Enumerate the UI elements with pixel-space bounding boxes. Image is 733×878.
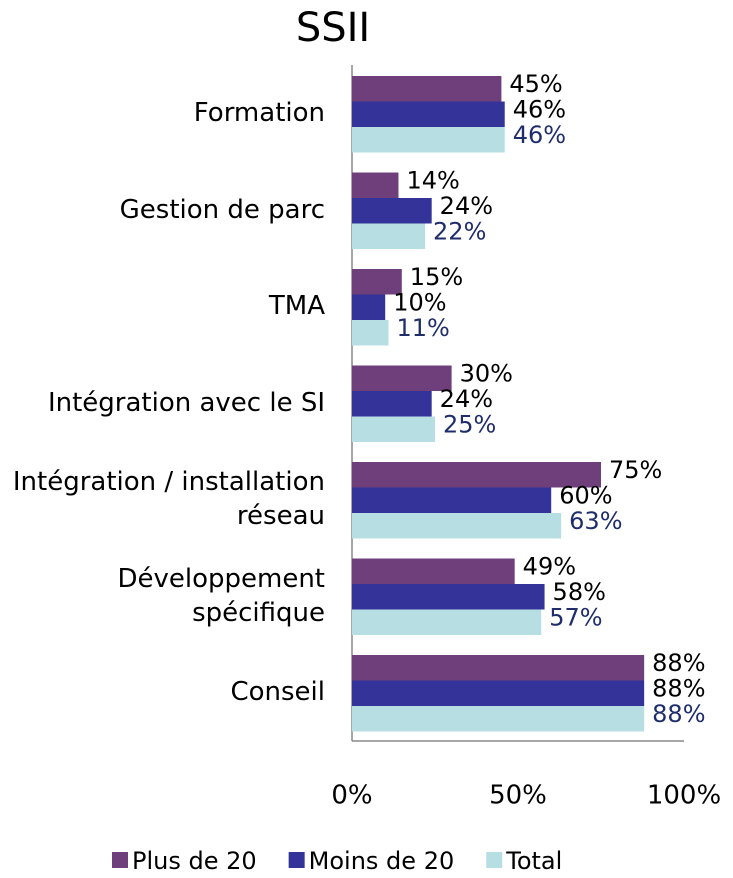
- data-label: 63%: [569, 507, 622, 535]
- bar: [352, 391, 432, 417]
- data-label: 24%: [440, 385, 493, 413]
- bar: [352, 513, 562, 539]
- bar: [352, 320, 389, 346]
- legend-label: Plus de 20: [132, 847, 257, 875]
- bar: [352, 584, 545, 610]
- category-text: Gestion de parc: [119, 194, 325, 225]
- data-label: 10%: [393, 288, 446, 316]
- bar: [352, 365, 452, 391]
- x-tick-label: 50%: [489, 781, 547, 811]
- chart-title: SSII: [296, 5, 370, 51]
- data-label: 49%: [523, 552, 576, 580]
- bar: [352, 294, 386, 320]
- data-label: 88%: [652, 674, 705, 702]
- x-tick-label: 100%: [647, 781, 721, 811]
- y-tick-label: Formation: [5, 66, 325, 162]
- bar: [352, 76, 502, 102]
- bar: [352, 416, 435, 442]
- data-label: 15%: [410, 263, 463, 291]
- legend-swatch: [486, 852, 503, 868]
- category-text: TMA: [268, 291, 325, 322]
- data-label: 88%: [652, 700, 705, 728]
- y-tick-label: Intégration / installation réseau: [5, 452, 325, 548]
- data-label: 22%: [433, 217, 486, 245]
- y-tick-label: Développement spécifique: [5, 549, 325, 645]
- category-text: Formation: [193, 98, 325, 129]
- bar: [352, 127, 505, 153]
- data-label: 46%: [513, 121, 566, 149]
- category-text: Conseil: [230, 677, 325, 708]
- data-label: 14%: [406, 166, 459, 194]
- bar: [352, 558, 515, 584]
- data-label: 60%: [559, 481, 612, 509]
- bar: [352, 172, 399, 198]
- category-text: Intégration / installation réseau: [12, 467, 325, 532]
- data-label: 45%: [509, 70, 562, 98]
- data-label: 11%: [397, 314, 450, 342]
- data-label: 30%: [460, 359, 513, 387]
- data-label: 25%: [443, 410, 496, 438]
- bar: [352, 655, 645, 681]
- bar: [352, 269, 402, 295]
- bar: [352, 223, 426, 249]
- bar: [352, 609, 542, 635]
- legend-label: Total: [505, 847, 562, 875]
- legend-swatch: [112, 852, 128, 868]
- data-label: 24%: [440, 192, 493, 220]
- legend-label: Moins de 20: [309, 847, 455, 875]
- y-tick-label: Conseil: [5, 645, 325, 741]
- bar: [352, 101, 505, 127]
- category-text: Développement spécifique: [117, 563, 325, 628]
- data-label: 75%: [609, 456, 662, 484]
- data-label: 46%: [513, 95, 566, 123]
- bar: [352, 487, 552, 513]
- data-label: 58%: [553, 578, 606, 606]
- y-tick-label: Intégration avec le SI: [5, 356, 325, 452]
- x-tick-label: 0%: [331, 781, 372, 811]
- y-tick-label: TMA: [5, 259, 325, 355]
- y-tick-label: Gestion de parc: [5, 163, 325, 259]
- legend-swatch: [288, 852, 305, 868]
- data-label: 57%: [549, 603, 602, 631]
- category-text: Intégration avec le SI: [47, 387, 325, 418]
- bar: [352, 680, 645, 706]
- bar: [352, 198, 432, 224]
- bar: [352, 462, 601, 488]
- data-label: 88%: [652, 649, 705, 677]
- bar: [352, 706, 645, 732]
